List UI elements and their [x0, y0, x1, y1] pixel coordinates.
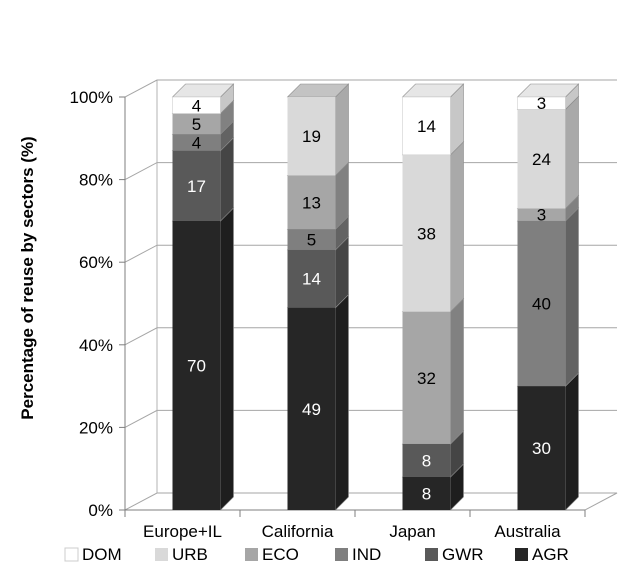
data-label-europe-il-agr: 70	[187, 356, 206, 375]
y-tick-label: 20%	[79, 418, 113, 437]
y-tick-label: 80%	[79, 171, 113, 190]
data-label-california-ind: 5	[307, 230, 316, 249]
bar-japan-agr	[402, 476, 451, 510]
legend-swatch-ind	[335, 548, 348, 561]
data-label-california-eco: 13	[302, 193, 321, 212]
data-label-australia-dom: 3	[537, 94, 546, 113]
bar-japan-dom	[402, 96, 451, 156]
bar-california-urb	[287, 97, 336, 176]
data-label-california-gwr: 14	[302, 270, 321, 289]
data-label-europe-il-ind: 4	[192, 133, 201, 152]
bar-europe-il-gwr-side	[220, 136, 234, 222]
data-label-japan-dom: 14	[417, 117, 436, 136]
data-label-california-agr: 49	[302, 400, 321, 419]
bar-australia-ind-side	[565, 207, 579, 387]
bar-australia-ind	[517, 220, 566, 387]
bar-japan-eco-side	[450, 298, 464, 445]
y-tick-label: 40%	[79, 336, 113, 355]
bar-australia-dom	[517, 96, 566, 110]
x-tick-label-australia: Australia	[494, 522, 561, 541]
bar-australia-urb	[517, 109, 566, 209]
bar-europe-il-dom	[172, 96, 221, 114]
bar-australia-agr-side	[565, 372, 579, 511]
data-label-california-urb: 19	[302, 127, 321, 146]
legend-swatch-urb	[155, 548, 168, 561]
gridline	[124, 79, 617, 98]
bars	[171, 83, 580, 511]
bar-japan-gwr	[402, 443, 451, 477]
data-label-japan-gwr: 8	[422, 451, 431, 470]
y-tick-label: 60%	[79, 253, 113, 272]
legend-label-agr: AGR	[532, 545, 569, 564]
y-axis-title: Percentage of reuse by sectors (%)	[18, 136, 37, 419]
data-label-japan-eco: 32	[417, 369, 436, 388]
legend-label-eco: ECO	[262, 545, 299, 564]
legend-label-dom: DOM	[82, 545, 122, 564]
legend-swatch-gwr	[425, 548, 438, 561]
data-label-australia-urb: 24	[532, 150, 551, 169]
data-label-europe-il-gwr: 17	[187, 177, 206, 196]
bar-california-eco	[287, 175, 336, 230]
data-label-europe-il-dom: 4	[192, 96, 201, 115]
legend-label-gwr: GWR	[442, 545, 484, 564]
bar-europe-il-ind	[172, 134, 221, 151]
bar-japan-urb	[402, 154, 451, 312]
y-tick-label: 0%	[88, 501, 113, 520]
data-label-europe-il-eco: 5	[192, 115, 201, 134]
legend-swatch-agr	[515, 548, 528, 561]
data-label-australia-eco: 3	[537, 206, 546, 225]
data-label-australia-ind: 40	[532, 295, 551, 314]
axes: 0% 20% 40% 60% 80% 100% Europe+IL California Jap…	[70, 88, 586, 541]
gridlines	[124, 79, 618, 511]
bar-europe-il-agr-side	[220, 207, 234, 511]
data-label-japan-urb: 38	[417, 224, 436, 243]
data-label-australia-agr: 30	[532, 439, 551, 458]
x-tick-label-california: California	[262, 522, 334, 541]
legend: DOM URB ECO IND GWR AGR	[64, 545, 569, 564]
bar-california-agr-side	[335, 293, 349, 511]
bar-california-gwr	[287, 249, 336, 308]
y-tick-label: 100%	[70, 88, 113, 107]
bar-australia-urb-side	[565, 95, 579, 210]
data-label-japan-agr: 8	[422, 484, 431, 503]
bar-japan-urb-side	[450, 141, 464, 313]
bar-europe-il-eco	[172, 113, 221, 135]
bar-europe-il-gwr	[172, 150, 221, 221]
bar-california-urb-side	[335, 83, 349, 177]
bar-california-agr	[287, 307, 336, 510]
bar-australia-agr	[517, 386, 566, 510]
bar-japan-eco	[402, 311, 451, 444]
x-tick-label-japan: Japan	[389, 522, 435, 541]
x-tick-label-europe-il: Europe+IL	[143, 522, 222, 541]
bar-california-ind	[287, 229, 336, 250]
legend-swatch-dom	[64, 547, 79, 562]
bar-europe-il-agr	[172, 220, 221, 510]
bar-australia-eco	[517, 208, 566, 221]
legend-label-urb: URB	[172, 545, 208, 564]
legend-label-ind: IND	[352, 545, 381, 564]
legend-swatch-eco	[245, 548, 258, 561]
